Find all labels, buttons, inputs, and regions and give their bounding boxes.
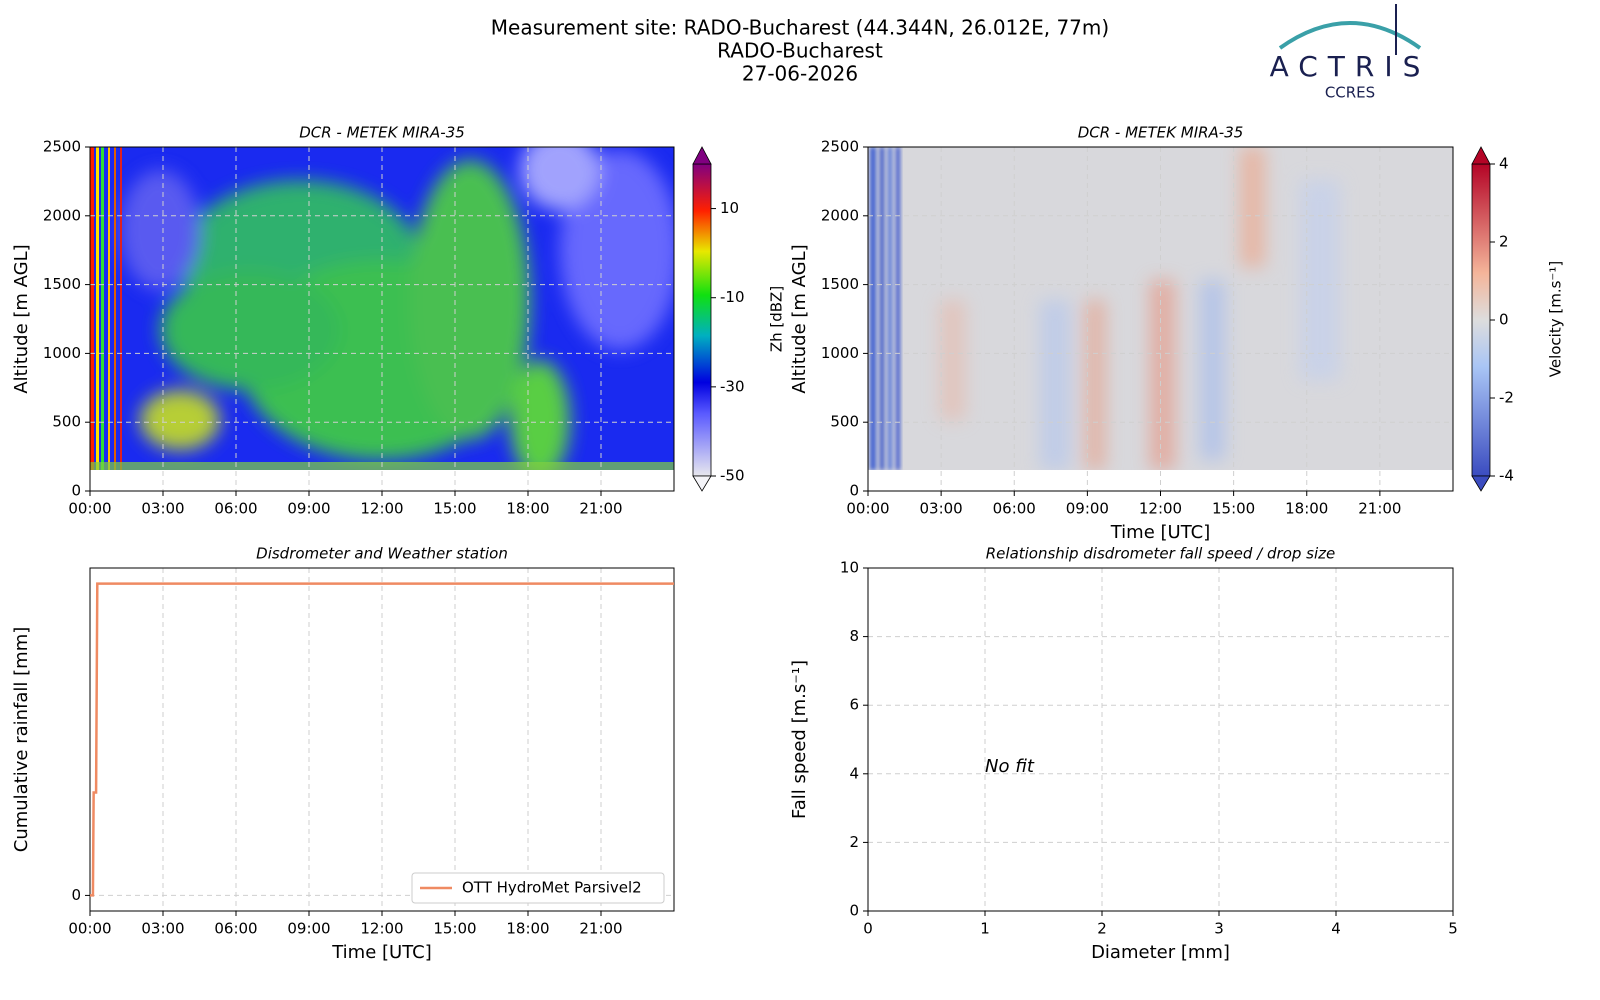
x-tick-label: 21:00	[579, 920, 622, 938]
colorbar-extension	[692, 146, 712, 165]
colorbar-tick-label: -4	[1499, 467, 1514, 485]
y-tick-label: 1000	[43, 344, 81, 362]
x-tick-label: 06:00	[214, 500, 257, 518]
y-axis-label: Altitude [m AGL]	[789, 244, 810, 393]
colorbar-tick-label: 10	[720, 199, 739, 217]
x-tick-label: 18:00	[506, 920, 549, 938]
colorbar-tick-label: -30	[720, 377, 745, 395]
x-tick-label: 0	[863, 920, 873, 938]
reflectivity-field	[90, 147, 674, 470]
y-axis-label: Cumulative rainfall [mm]	[11, 627, 32, 853]
logo-sub: CCRES	[1325, 84, 1375, 102]
colorbar-tick-label: 2	[1499, 233, 1509, 251]
y-tick-label: 1500	[43, 275, 81, 293]
x-axis-label: Time [UTC]	[1110, 522, 1211, 543]
plot-frame	[89, 146, 675, 492]
x-tick-label: 15:00	[433, 920, 476, 938]
x-tick-label: 12:00	[360, 500, 403, 518]
y-tick-label: 500	[830, 413, 859, 431]
x-tick-label: 09:00	[287, 920, 330, 938]
x-tick-label: 03:00	[141, 500, 184, 518]
y-tick-label: 6	[849, 696, 859, 714]
legend-box	[411, 872, 665, 904]
legend-label: OTT HydroMet Parsivel2	[462, 879, 642, 897]
x-tick-label: 09:00	[287, 500, 330, 518]
x-tick-label: 5	[1448, 920, 1458, 938]
x-tick-label: 06:00	[993, 500, 1036, 518]
suptitle: Measurement site: RADO-Bucharest (44.344…	[491, 16, 1109, 40]
y-tick-label: 1000	[821, 344, 859, 362]
x-axis-label: Diameter [mm]	[1091, 942, 1230, 963]
plot-frame	[867, 567, 1454, 912]
plot-title: DCR - METEK MIRA-35	[299, 124, 465, 142]
y-tick-label: 0	[71, 482, 81, 500]
y-axis-label: Fall speed [m.s⁻¹]	[789, 660, 810, 819]
x-tick-label: 15:00	[1212, 500, 1255, 518]
y-tick-label: 2	[849, 833, 859, 851]
y-tick-label: 1500	[821, 275, 859, 293]
y-tick-label: 0	[71, 886, 81, 904]
colorbar-label: Velocity [m.s⁻¹]	[1547, 261, 1565, 377]
logo-name: ACTRIS	[1270, 50, 1431, 83]
y-tick-label: 2500	[43, 138, 81, 156]
colorbar-label: Zh [dBZ]	[768, 286, 786, 352]
x-tick-label: 00:00	[68, 500, 111, 518]
x-tick-label: 03:00	[141, 920, 184, 938]
plot-title: Relationship disdrometer fall speed / dr…	[986, 545, 1336, 563]
x-tick-label: 12:00	[1139, 500, 1182, 518]
y-tick-label: 2500	[821, 138, 859, 156]
plot-frame	[89, 567, 675, 912]
colorbar-tick-label: 0	[1499, 311, 1509, 329]
suptitle: 27-06-2026	[742, 62, 858, 86]
x-tick-label: 00:00	[846, 500, 889, 518]
x-tick-label: 21:00	[1358, 500, 1401, 518]
y-tick-label: 2000	[821, 206, 859, 224]
x-tick-label: 1	[980, 920, 990, 938]
x-tick-label: 18:00	[1285, 500, 1328, 518]
suptitle: RADO-Bucharest	[717, 39, 883, 63]
x-tick-label: 18:00	[506, 500, 549, 518]
y-axis-label: Altitude [m AGL]	[11, 244, 32, 393]
x-axis-label: Time [UTC]	[331, 942, 432, 963]
logo: ACTRIS CCRES	[1270, 4, 1431, 102]
x-tick-label: 15:00	[433, 500, 476, 518]
y-tick-label: 500	[52, 413, 81, 431]
y-tick-label: 10	[840, 559, 859, 577]
colorbar-extension	[1471, 146, 1491, 165]
y-tick-label: 4	[849, 764, 859, 782]
colorbar	[1471, 163, 1491, 477]
x-tick-label: 06:00	[214, 920, 257, 938]
colorbar-tick-label: 4	[1499, 155, 1509, 173]
colorbar-tick-label: -2	[1499, 389, 1514, 407]
x-tick-label: 00:00	[68, 920, 111, 938]
x-tick-label: 2	[1097, 920, 1107, 938]
y-tick-label: 8	[849, 627, 859, 645]
colorbar-extension	[1471, 475, 1491, 492]
y-tick-label: 0	[849, 482, 859, 500]
annotation: No fit	[985, 756, 1035, 777]
plot-frame	[867, 146, 1454, 492]
y-tick-label: 0	[849, 902, 859, 920]
x-tick-label: 09:00	[1066, 500, 1109, 518]
x-tick-label: 21:00	[579, 500, 622, 518]
plot-title: DCR - METEK MIRA-35	[1078, 124, 1244, 142]
plot-title: Disdrometer and Weather station	[256, 545, 508, 563]
x-tick-label: 3	[1214, 920, 1224, 938]
x-tick-label: 12:00	[360, 920, 403, 938]
colorbar-tick-label: -10	[720, 288, 745, 306]
velocity-field	[868, 147, 1453, 470]
colorbar-tick-label: -50	[720, 467, 745, 485]
colorbar-extension	[692, 475, 712, 492]
line	[90, 582, 674, 897]
y-tick-label: 2000	[43, 206, 81, 224]
x-tick-label: 4	[1331, 920, 1341, 938]
colorbar	[692, 163, 712, 477]
x-tick-label: 03:00	[920, 500, 963, 518]
